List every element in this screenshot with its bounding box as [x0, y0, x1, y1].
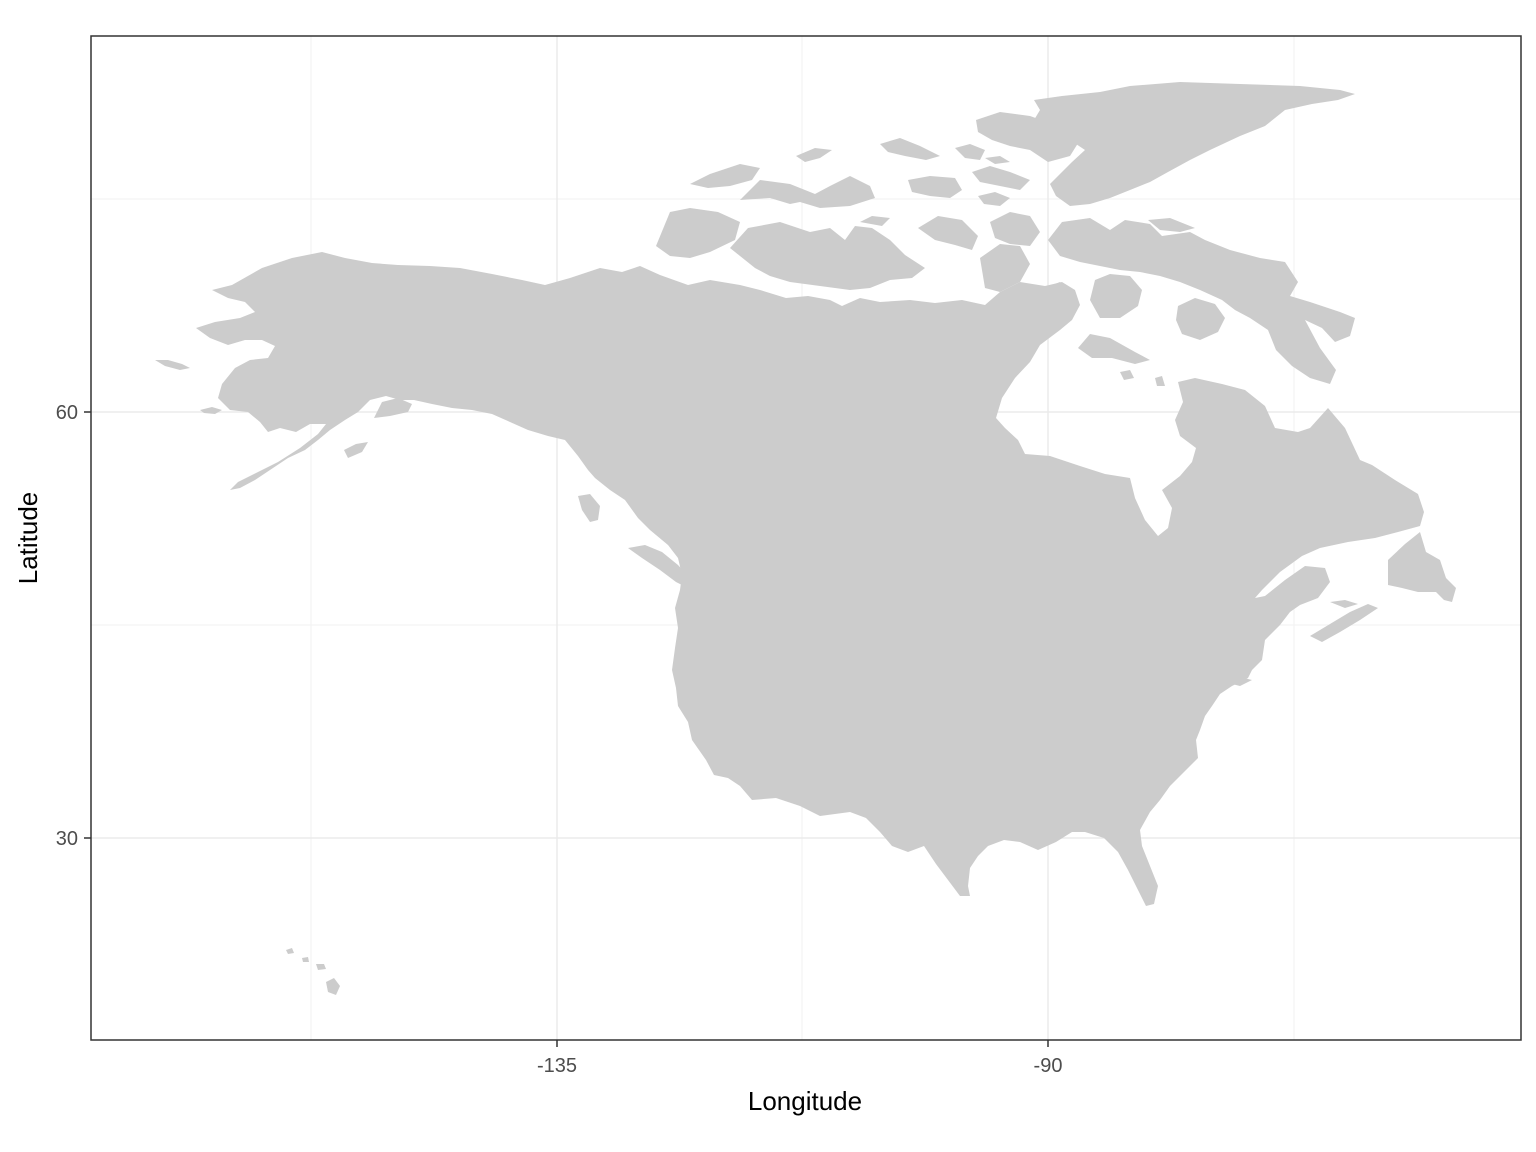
- land-polygons: [155, 82, 1456, 995]
- hawaii-maui: [316, 964, 326, 970]
- x-axis: -135 -90 Longitude: [537, 1040, 1062, 1116]
- axel-heiberg-island: [880, 138, 940, 160]
- melville-island-north: [796, 148, 832, 162]
- alaska-panhandle-islands: [374, 398, 412, 418]
- long-island: [1232, 678, 1252, 686]
- southampton-boothia: [980, 244, 1030, 292]
- cornwallis-island: [740, 176, 875, 208]
- prince-patrick-island: [690, 164, 760, 188]
- coats-island: [1078, 334, 1150, 364]
- y-tick-label-30: 30: [56, 828, 78, 850]
- x-axis-title: Longitude: [748, 1086, 862, 1116]
- king-william-island: [990, 212, 1040, 246]
- prince-edward-island: [1330, 600, 1358, 608]
- southampton-island: [1090, 274, 1142, 318]
- baffin-island: [1048, 218, 1355, 384]
- aleutian-islands: [155, 360, 190, 370]
- newfoundland: [1388, 532, 1456, 602]
- belcher-islet: [1155, 376, 1165, 386]
- victoria-island: [730, 222, 925, 290]
- small-arctic-island-2: [972, 166, 1030, 190]
- ellesmere-island: [976, 112, 1080, 162]
- hawaii-kauai: [286, 948, 294, 954]
- hawaii-big-island: [326, 978, 340, 995]
- baffin-bay-island: [1148, 218, 1195, 232]
- somerset-island: [860, 216, 890, 226]
- nunivak-island: [200, 407, 222, 414]
- y-axis-title: Latitude: [13, 492, 43, 585]
- cape-breton-nova-scotia: [1310, 604, 1378, 642]
- banks-island: [656, 208, 740, 258]
- devon-island: [955, 144, 985, 160]
- small-arctic-island-1: [985, 156, 1010, 164]
- vancouver-island: [628, 545, 690, 588]
- y-axis: 60 30 Latitude: [13, 402, 91, 850]
- hawaii-oahu: [302, 957, 309, 962]
- haida-gwaii: [578, 494, 600, 522]
- melville-peninsula: [1040, 282, 1075, 312]
- prince-of-wales-island: [918, 216, 978, 250]
- kodiak-island: [344, 442, 368, 458]
- mansel-island: [1120, 370, 1134, 380]
- small-arctic-island-3: [978, 192, 1010, 206]
- mainland-north-america: [196, 252, 1424, 906]
- y-tick-label-60: 60: [56, 402, 78, 424]
- plot-panel: [90, 35, 1522, 1041]
- x-tick-label-135: -135: [537, 1055, 577, 1077]
- greenland: [1034, 82, 1355, 206]
- bathurst-island: [908, 176, 962, 198]
- baffin-south-lobe: [1176, 298, 1225, 340]
- panel-border: [90, 35, 1522, 1041]
- x-tick-label-90: -90: [1034, 1055, 1063, 1077]
